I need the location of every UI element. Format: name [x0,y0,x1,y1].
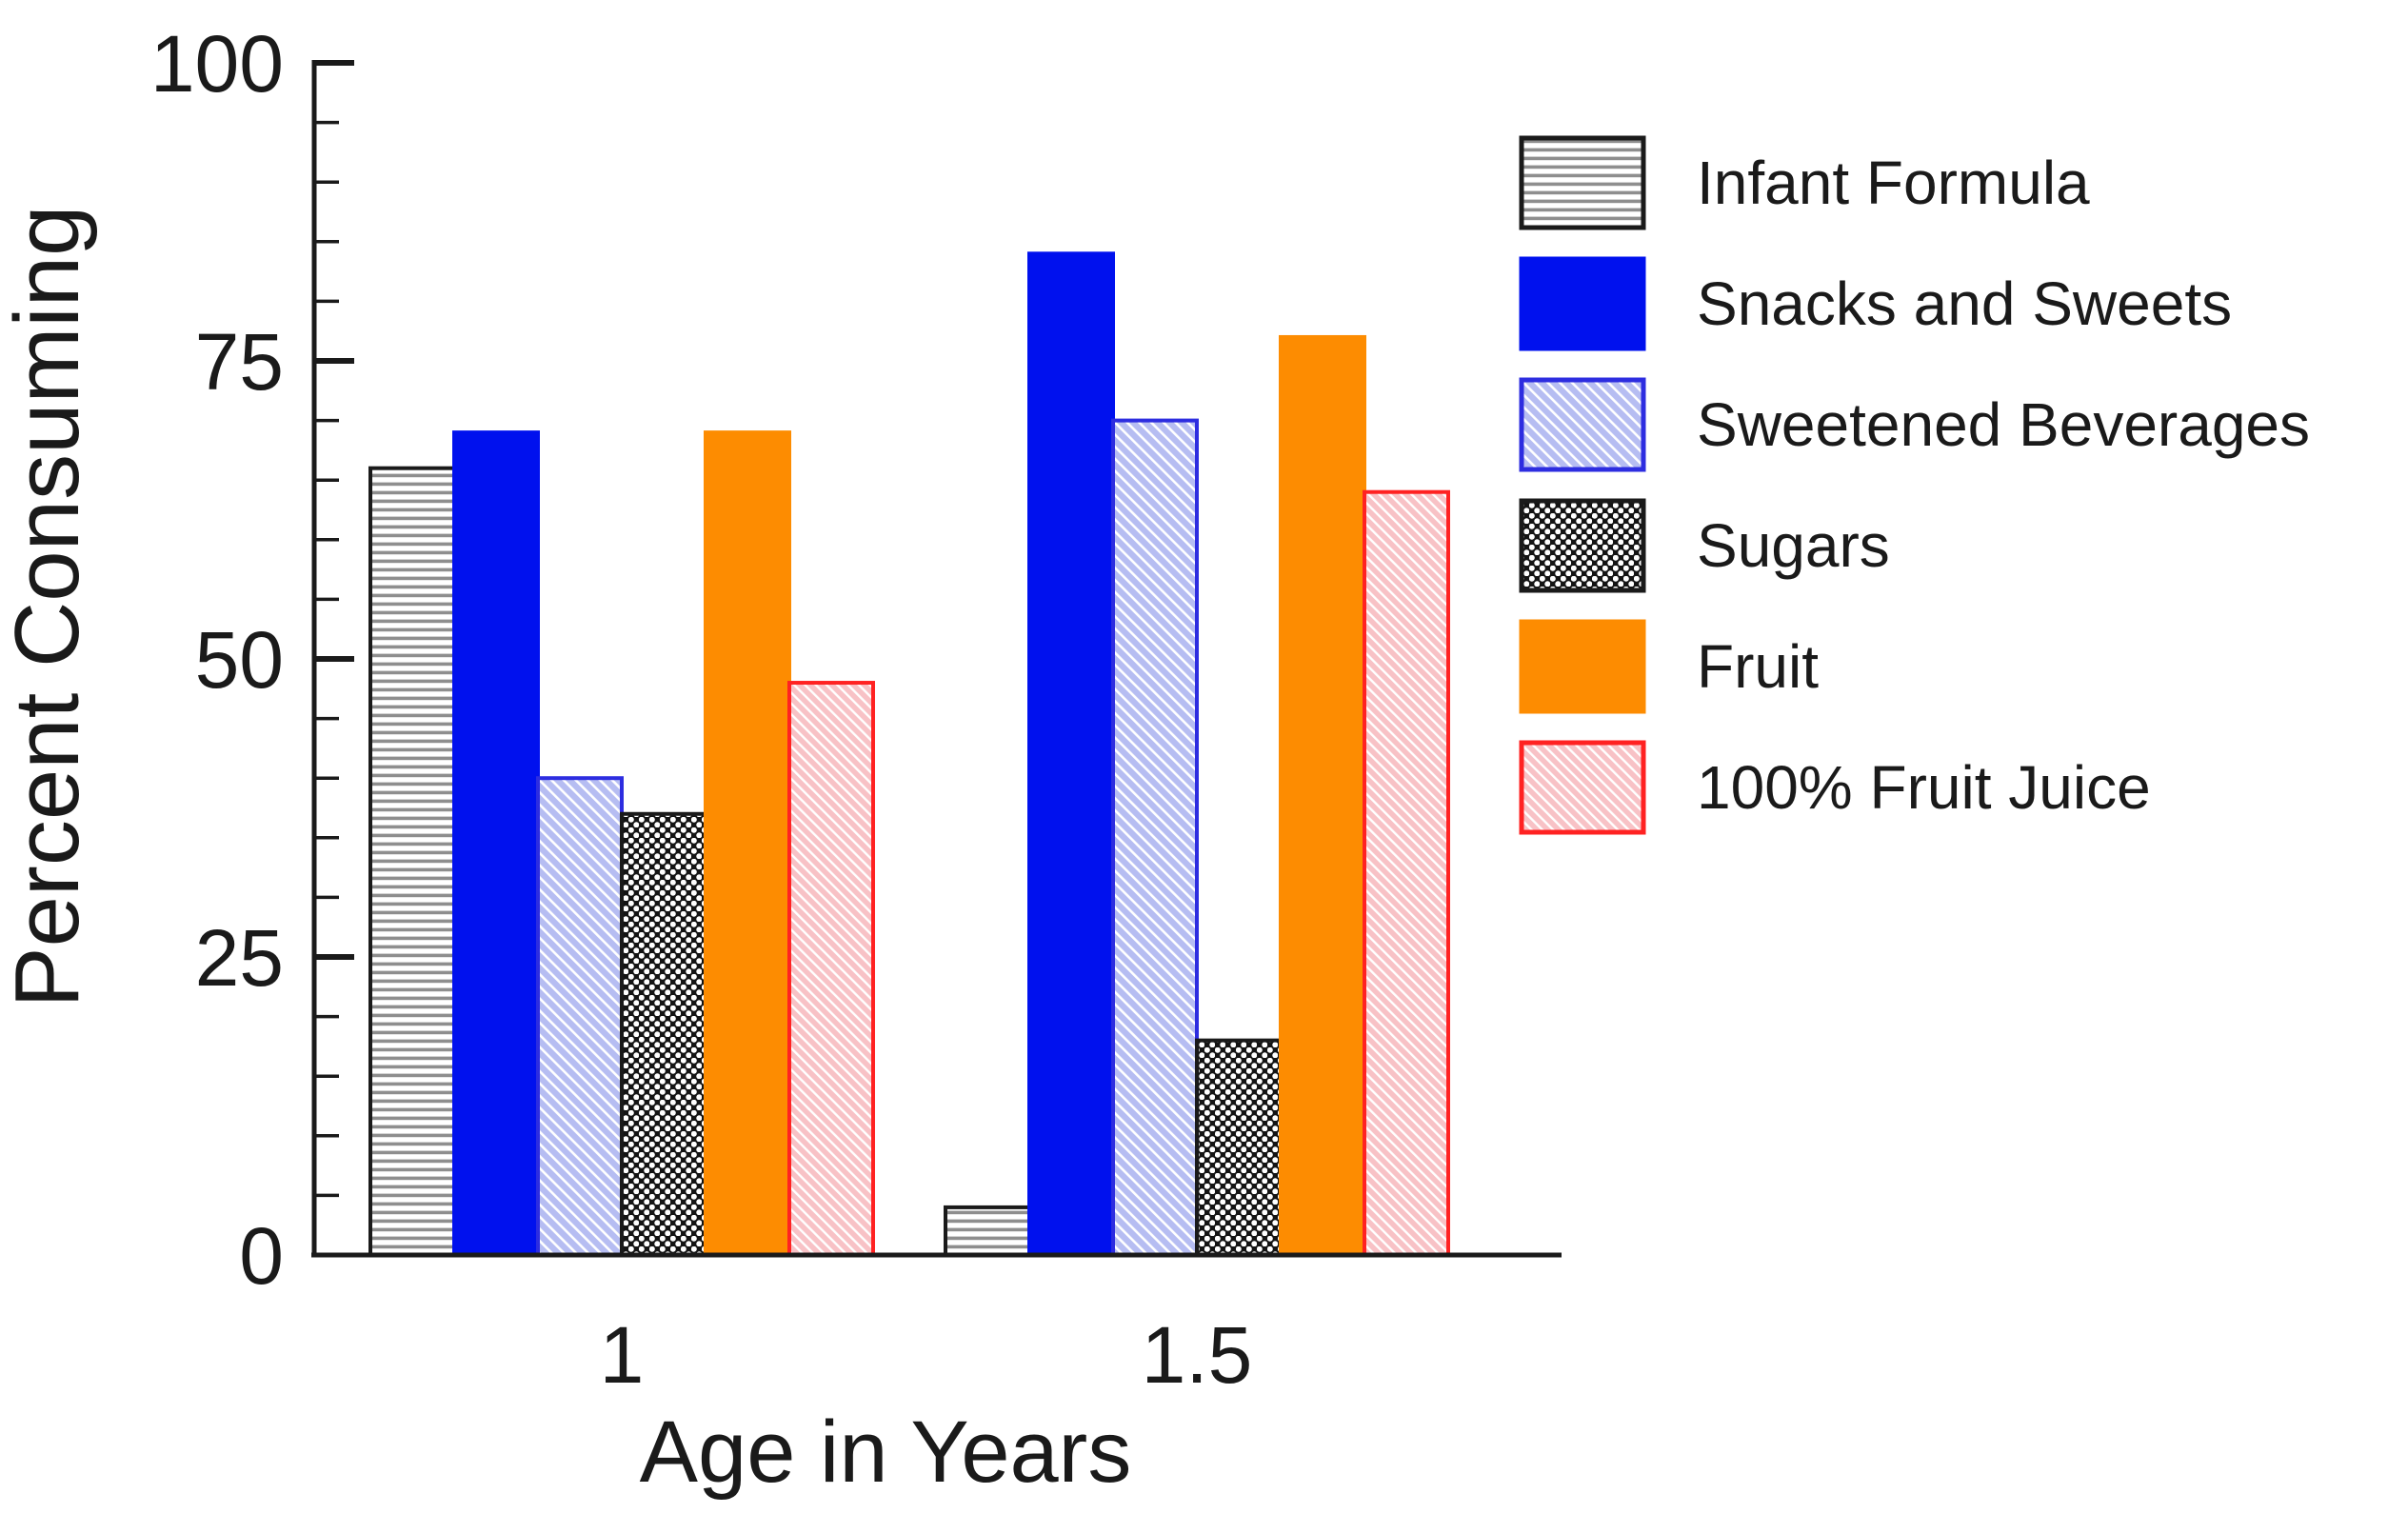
bar-fruit-age-1-5 [1279,334,1366,1257]
bar-sweetened-beverages-age-1-5 [1111,418,1199,1258]
legend-swatch-fruit [1519,619,1646,714]
bar-sugars-age-1 [620,811,707,1257]
legend-label-infant-formula: Infant Formula [1697,149,2090,217]
y-tick-label-100: 100 [150,19,284,109]
legend-swatch-100-fruit-juice [1519,740,1646,835]
bar-sweetened-beverages-age-1 [536,776,624,1257]
legend-swatch-infant-formula [1519,135,1646,230]
bar-sugars-age-1-5 [1195,1038,1283,1258]
legend-label-fruit: Fruit [1697,632,1819,701]
legend-swatch-snacks-and-sweets [1519,256,1646,351]
y-axis-title: Percent Consuming [0,205,98,1007]
x-axis-title: Age in Years [640,1404,1132,1501]
y-tick-label-25: 25 [195,913,284,1003]
bar-infant-formula-age-1 [368,466,456,1257]
bar-100-fruit-juice-age-1-5 [1363,489,1450,1257]
legend-label-sweetened-beverages: Sweetened Beverages [1697,390,2310,459]
y-tick-label-0: 0 [239,1211,284,1301]
legend-label-100-fruit-juice: 100% Fruit Juice [1697,753,2151,822]
y-tick-label-75: 75 [195,317,284,407]
bar-100-fruit-juice-age-1 [787,681,875,1257]
bar-snacks-and-sweets-age-1 [452,430,540,1257]
y-tick-label-50: 50 [195,615,284,705]
bar-fruit-age-1 [704,430,791,1257]
legend-label-snacks-and-sweets: Snacks and Sweets [1697,269,2232,338]
legend-swatch-sugars [1519,498,1646,593]
x-tick-label-1-5: 1.5 [1142,1310,1253,1400]
bar-snacks-and-sweets-age-1-5 [1027,251,1115,1258]
legend-swatch-sweetened-beverages [1519,377,1646,472]
legend-label-sugars: Sugars [1697,511,1890,580]
bar-infant-formula-age-1-5 [944,1205,1031,1258]
x-tick-label-1: 1 [600,1310,645,1400]
